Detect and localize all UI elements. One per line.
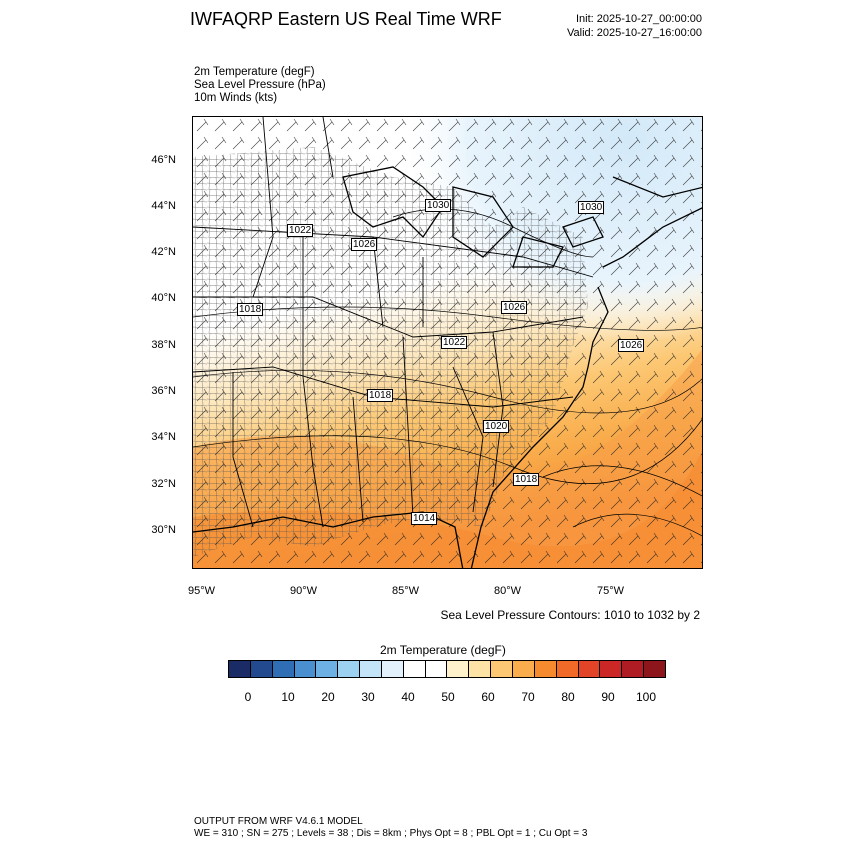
colorbar-box <box>600 661 623 677</box>
isobar-label: 1030 <box>578 201 605 214</box>
colorbar-box <box>469 661 492 677</box>
lon-label: 85°W <box>392 585 420 597</box>
lon-label: 80°W <box>494 585 522 597</box>
lat-label: 36°N <box>151 385 176 397</box>
colorbar-box <box>250 661 273 677</box>
colorbar-label: 60 <box>481 690 495 704</box>
isobar-label: 1026 <box>351 238 378 251</box>
lat-label: 46°N <box>151 154 176 166</box>
valid-time: Valid: 2025-10-27_16:00:00 <box>567 27 702 39</box>
map-title: IWFAQRP Eastern US Real Time WRF <box>190 9 502 29</box>
isobar-label: 1018 <box>237 303 264 316</box>
colorbar-label: 0 <box>244 690 252 704</box>
colorbar-box <box>512 661 535 677</box>
field-label-temperature: 2m Temperature (degF) <box>194 66 315 78</box>
isobar-label: 1018 <box>367 389 394 402</box>
lat-label: 42°N <box>151 246 176 258</box>
isobar-contours <box>193 208 702 537</box>
lat-label: 38°N <box>151 339 176 351</box>
colorbar-box <box>622 661 645 677</box>
colorbar-label: 10 <box>281 690 295 704</box>
colorbar-box <box>491 661 513 677</box>
isobar-label: 1014 <box>411 512 438 525</box>
colorbar-box <box>556 661 579 677</box>
colorbar-label: 100 <box>635 690 657 704</box>
colorbar-title: 2m Temperature (degF) <box>380 643 506 657</box>
isobar-label: 1018 <box>513 473 540 486</box>
colorbar-box <box>272 661 295 677</box>
lat-label: 30°N <box>151 524 176 536</box>
colorbar-box <box>447 661 470 677</box>
map-panel: 1030 1030 1022 1026 1018 1026 1022 1026 … <box>192 116 703 569</box>
colorbar-box <box>534 661 557 677</box>
colorbar-box <box>360 661 382 677</box>
isobar-label: 1022 <box>287 224 314 237</box>
lat-label: 34°N <box>151 431 176 443</box>
colorbar-box <box>578 661 601 677</box>
colorbar-box <box>316 661 339 677</box>
model-info: OUTPUT FROM WRF V4.6.1 MODEL <box>194 816 363 827</box>
model-params: WE = 310 ; SN = 275 ; Levels = 38 ; Dis … <box>194 828 588 839</box>
lon-label: 75°W <box>597 585 625 597</box>
colorbar-label: 90 <box>601 690 615 704</box>
isobar-label: 1020 <box>483 420 510 433</box>
state-boundaries <box>193 117 594 528</box>
coastlines <box>193 166 702 568</box>
colorbar-label: 20 <box>321 690 335 704</box>
lon-label: 95°W <box>188 585 216 597</box>
colorbar <box>228 660 666 678</box>
isobar-label: 1026 <box>618 339 645 352</box>
field-label-pressure: Sea Level Pressure (hPa) <box>194 79 326 91</box>
field-label-winds: 10m Winds (kts) <box>194 92 278 104</box>
isobar-label: 1030 <box>425 199 452 212</box>
lat-label: 40°N <box>151 292 176 304</box>
isobar-label: 1026 <box>501 301 528 314</box>
colorbar-box <box>294 661 317 677</box>
init-time: Init: 2025-10-27_00:00:00 <box>576 13 702 25</box>
colorbar-label: 70 <box>521 690 535 704</box>
colorbar-label: 80 <box>561 690 575 704</box>
isobar-label: 1022 <box>441 336 468 349</box>
colorbar-label: 40 <box>401 690 415 704</box>
colorbar-box <box>229 661 251 677</box>
colorbar-box <box>338 661 361 677</box>
colorbar-label: 30 <box>361 690 375 704</box>
contour-note: Sea Level Pressure Contours: 1010 to 103… <box>440 608 701 622</box>
lat-label: 32°N <box>151 478 176 490</box>
colorbar-box <box>403 661 426 677</box>
colorbar-label: 50 <box>441 690 455 704</box>
colorbar-box <box>644 661 665 677</box>
lat-label: 44°N <box>151 200 176 212</box>
colorbar-box <box>425 661 448 677</box>
lon-label: 90°W <box>290 585 318 597</box>
colorbar-box <box>381 661 404 677</box>
